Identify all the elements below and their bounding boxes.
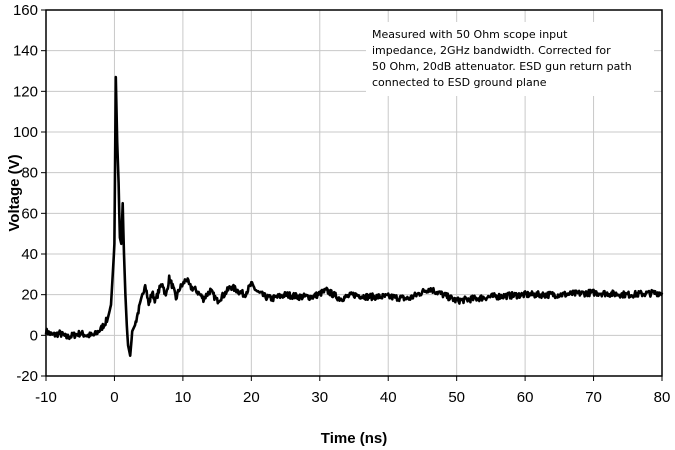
x-tick-label: 30 <box>311 389 328 406</box>
x-tick-label: 60 <box>517 389 534 406</box>
series-layer <box>44 75 664 357</box>
y-axis-ticks: -20 0 20 40 60 80 100 120 140 160 <box>13 2 46 385</box>
y-tick-label: 0 <box>30 327 38 344</box>
x-tick-label: 20 <box>243 389 260 406</box>
annotation: Measured with 50 Ohm scope input impedan… <box>366 22 654 96</box>
y-tick-label: 140 <box>13 43 38 60</box>
annotation-line-1: Measured with 50 Ohm scope input <box>372 28 568 41</box>
y-tick-label: 60 <box>21 205 38 222</box>
y-axis-title: Voltage (V) <box>6 154 23 231</box>
y-tick-label: 120 <box>13 83 38 100</box>
x-tick-label: 50 <box>448 389 465 406</box>
annotation-background <box>366 22 654 96</box>
y-tick-label: 40 <box>21 246 38 263</box>
annotation-line-4: connected to ESD ground plane <box>372 76 547 89</box>
x-axis-ticks: -10 0 10 20 30 40 50 60 70 80 <box>35 376 670 406</box>
annotation-line-3: 50 Ohm, 20dB attenuator. ESD gun return … <box>372 60 632 73</box>
annotation-line-2: impedance, 2GHz bandwidth. Corrected for <box>372 44 611 57</box>
x-tick-label: 10 <box>175 389 192 406</box>
y-tick-label: -20 <box>16 368 38 385</box>
x-axis-title: Time (ns) <box>321 430 387 447</box>
plot-frame <box>45 9 663 377</box>
y-tick-label: 100 <box>13 124 38 141</box>
x-tick-label: -10 <box>35 389 57 406</box>
voltage-series-line <box>44 75 664 357</box>
y-tick-label: 160 <box>13 2 38 19</box>
x-tick-label: 0 <box>110 389 118 406</box>
x-tick-label: 80 <box>654 389 671 406</box>
x-tick-label: 40 <box>380 389 397 406</box>
y-tick-label: 80 <box>21 165 38 182</box>
y-tick-label: 20 <box>21 287 38 304</box>
x-tick-label: 70 <box>585 389 602 406</box>
